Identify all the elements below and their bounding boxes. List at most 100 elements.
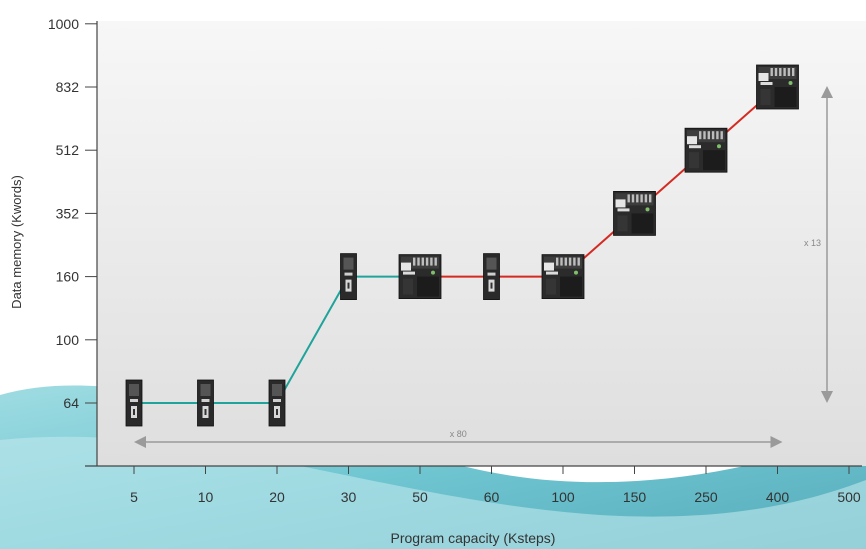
slim-cpu-unit-marker (340, 253, 357, 301)
y-tick-label: 100 (56, 332, 80, 348)
unit-side-module (689, 152, 699, 169)
unit-port (204, 409, 207, 415)
unit-status-led (574, 270, 578, 275)
x-tick-label: 30 (341, 489, 357, 505)
unit-status-led (431, 270, 435, 275)
unit-led-strip (403, 271, 415, 275)
x-tick-label: 60 (484, 489, 500, 505)
unit-label-plate (758, 73, 769, 81)
unit-terminal (644, 194, 648, 203)
unit-panel (272, 384, 282, 396)
unit-port (347, 282, 350, 289)
unit-terminal (425, 257, 429, 266)
unit-terminal (636, 194, 639, 203)
unit-status-led (645, 207, 650, 212)
x-tick-label: 500 (837, 489, 861, 505)
unit-port (276, 409, 278, 415)
unit-module-face (774, 87, 797, 107)
unit-label-plate (544, 262, 554, 271)
slim-cpu-unit-marker (125, 379, 143, 427)
unit-side-module (403, 278, 413, 295)
y-tick-label: 160 (56, 269, 80, 285)
unit-side-module (617, 215, 628, 232)
unit-led (487, 272, 496, 276)
unit-status-led (717, 144, 721, 149)
unit-label-plate (615, 199, 626, 208)
x-tick-label: 5 (130, 489, 138, 505)
x-tick-label: 50 (412, 489, 428, 505)
unit-panel (486, 257, 497, 270)
unit-terminal (577, 257, 580, 266)
unit-terminal (792, 68, 795, 76)
unit-terminal (774, 68, 778, 76)
unit-terminal (783, 68, 786, 76)
unit-led-strip (617, 208, 630, 212)
unit-panel (129, 384, 139, 396)
unit-terminal (779, 68, 782, 76)
slim-cpu-unit-marker (483, 253, 500, 301)
axes (85, 21, 862, 474)
wide-cpu-unit-marker (398, 254, 442, 300)
horizontal-arrowhead-right (770, 436, 783, 448)
unit-led-strip (546, 271, 558, 275)
unit-port (490, 282, 493, 289)
unit-led-strip (760, 82, 773, 85)
unit-led (273, 399, 281, 402)
unit-terminal (699, 131, 702, 140)
unit-terminal (413, 257, 416, 266)
unit-module-face (631, 213, 654, 234)
unit-port (133, 409, 135, 415)
unit-led (130, 399, 138, 402)
wide-cpu-unit-marker (756, 64, 799, 110)
range-arrows: x 80 x 13 (134, 86, 833, 448)
unit-terminal (564, 257, 567, 266)
unit-terminal (787, 68, 791, 76)
horizontal-range-label: x 80 (450, 429, 467, 439)
x-tick-label: 150 (623, 489, 647, 505)
vertical-arrowhead-bottom (821, 391, 833, 403)
y-tick-label: 832 (56, 79, 80, 95)
y-tick-label: 64 (63, 395, 79, 411)
unit-terminal (560, 257, 563, 266)
wide-cpu-unit-marker (541, 254, 585, 300)
wide-cpu-unit-marker (613, 190, 656, 236)
unit-terminal (703, 131, 706, 140)
wide-cpu-unit-marker (684, 127, 728, 173)
unit-label-plate (687, 136, 697, 145)
slim-cpu-unit-marker (197, 379, 214, 427)
unit-terminal (631, 194, 635, 203)
x-tick-label: 250 (694, 489, 718, 505)
unit-terminal (707, 131, 710, 140)
y-axis-label: Data memory (Kwords) (9, 175, 24, 309)
unit-status-led (788, 81, 793, 85)
unit-side-module (760, 89, 771, 105)
unit-module-face (703, 150, 725, 171)
unit-label-plate (401, 262, 411, 271)
x-tick-label: 20 (269, 489, 285, 505)
unit-terminal (649, 194, 652, 203)
unit-module-face (560, 276, 582, 297)
x-tick-label: 400 (766, 489, 790, 505)
unit-terminal (568, 257, 572, 266)
unit-terminal (711, 131, 715, 140)
unit-terminal (417, 257, 420, 266)
unit-terminal (640, 194, 643, 203)
x-axis-label: Program capacity (Ksteps) (391, 530, 556, 546)
horizontal-arrowhead-left (134, 436, 146, 448)
unit-side-module (546, 278, 556, 295)
unit-terminal (421, 257, 424, 266)
unit-terminal (573, 257, 576, 266)
y-tick-label: 1000 (48, 16, 79, 32)
y-tick-label: 512 (56, 142, 80, 158)
x-tick-label: 100 (551, 489, 575, 505)
unit-module-face (417, 276, 439, 297)
vertical-arrowhead-top (821, 86, 833, 98)
unit-terminal (770, 68, 773, 76)
unit-led (201, 399, 210, 402)
vertical-range-label: x 13 (804, 238, 821, 248)
unit-terminal (627, 194, 630, 203)
y-tick-label: 352 (56, 205, 80, 221)
unit-led (344, 272, 353, 276)
slim-cpu-unit-marker (268, 379, 286, 427)
